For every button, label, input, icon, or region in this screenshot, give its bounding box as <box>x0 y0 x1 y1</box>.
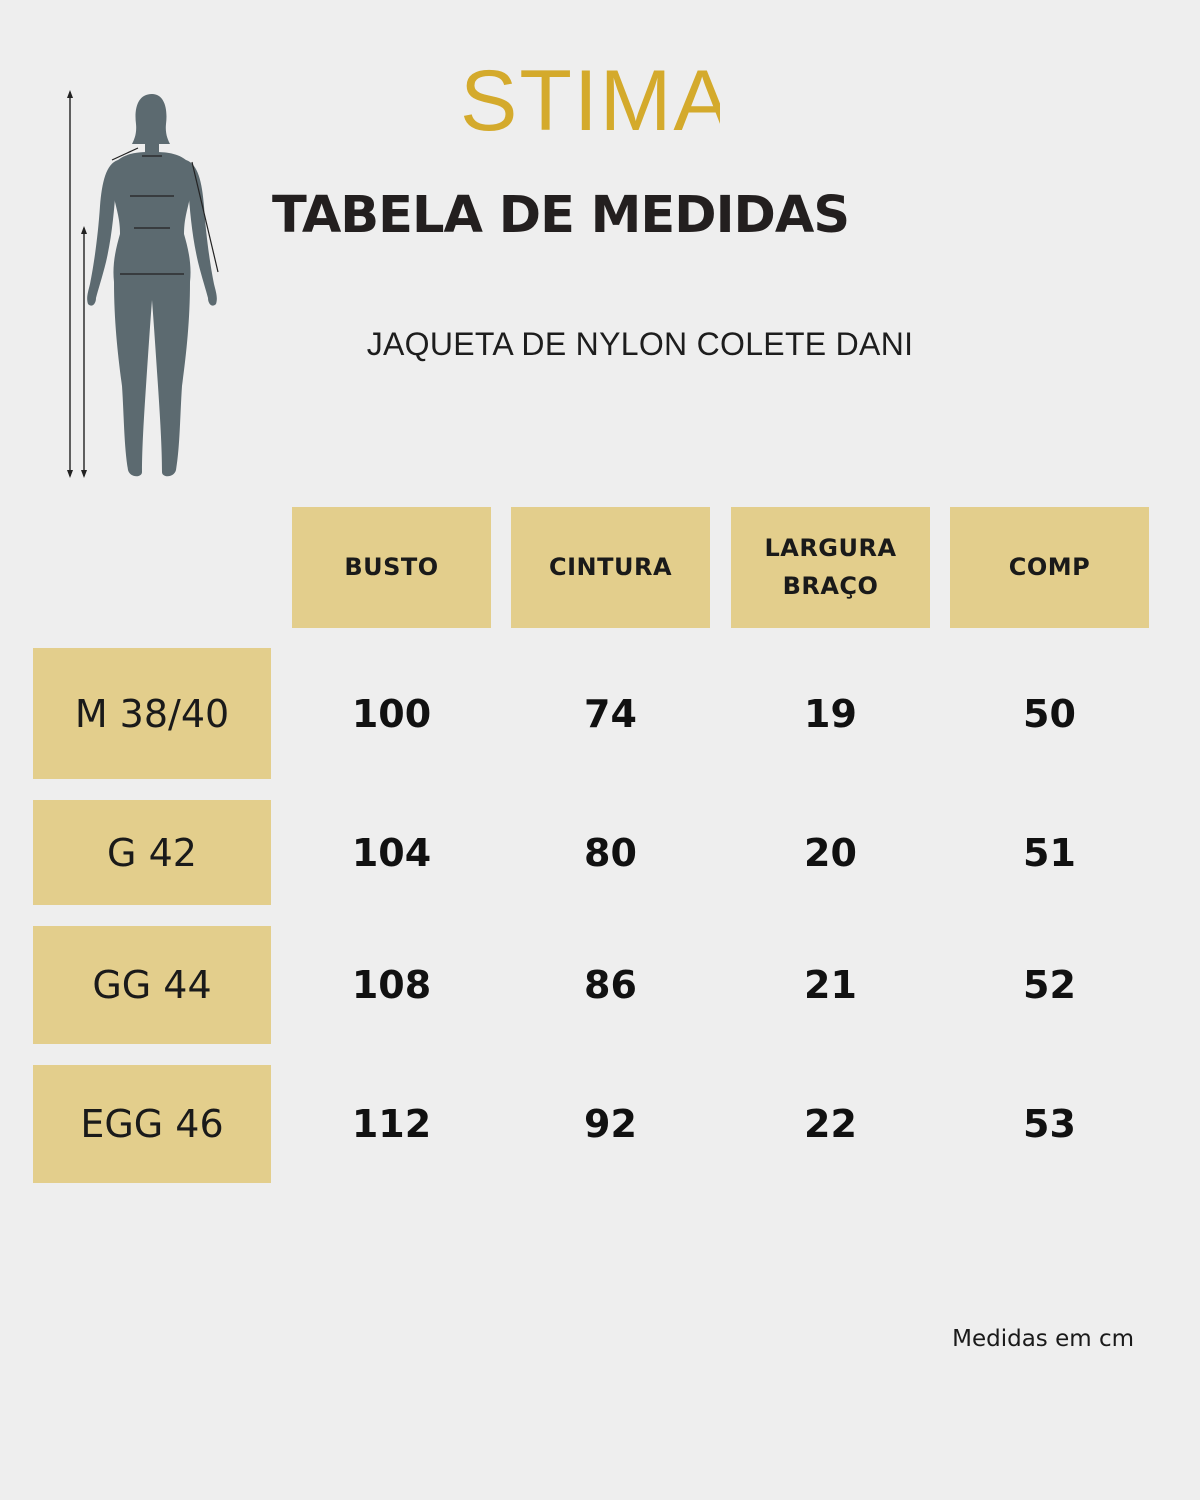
table-cell: 80 <box>584 830 637 875</box>
size-label: GG 44 <box>33 926 271 1044</box>
table-cell: 21 <box>804 963 857 1007</box>
table-cell: 92 <box>584 1102 637 1146</box>
table-cell: 50 <box>1023 691 1076 736</box>
body-measurement-silhouette-icon <box>67 90 219 478</box>
logo-text: STIMA <box>460 56 720 140</box>
table-cell: 51 <box>1023 830 1076 875</box>
table-cell: 112 <box>351 1102 432 1146</box>
stima-logo: STIMA <box>460 56 720 140</box>
size-label: M 38/40 <box>33 648 271 779</box>
table-cell: 86 <box>584 963 637 1007</box>
table-cell: 53 <box>1023 1102 1076 1146</box>
size-label: G 42 <box>33 800 271 905</box>
page-title: TABELA DE MEDIDAS <box>272 186 850 245</box>
column-header-cintura: CINTURA <box>511 507 710 628</box>
table-cell: 74 <box>584 691 637 736</box>
product-name: JAQUETA DE NYLON COLETE DANI <box>366 326 914 362</box>
table-cell: 52 <box>1023 963 1076 1007</box>
table-cell: 20 <box>804 830 857 875</box>
table-cell: 19 <box>804 691 857 736</box>
units-note: Medidas em cm <box>952 1326 1134 1352</box>
size-label: EGG 46 <box>33 1065 271 1183</box>
table-cell: 22 <box>804 1102 857 1146</box>
column-header-comp: COMP <box>950 507 1149 628</box>
column-header-busto: BUSTO <box>292 507 491 628</box>
column-header-largura-braco: LARGURA BRAÇO <box>731 507 930 628</box>
table-cell: 108 <box>351 963 432 1007</box>
table-cell: 100 <box>351 691 432 736</box>
table-cell: 104 <box>351 830 432 875</box>
